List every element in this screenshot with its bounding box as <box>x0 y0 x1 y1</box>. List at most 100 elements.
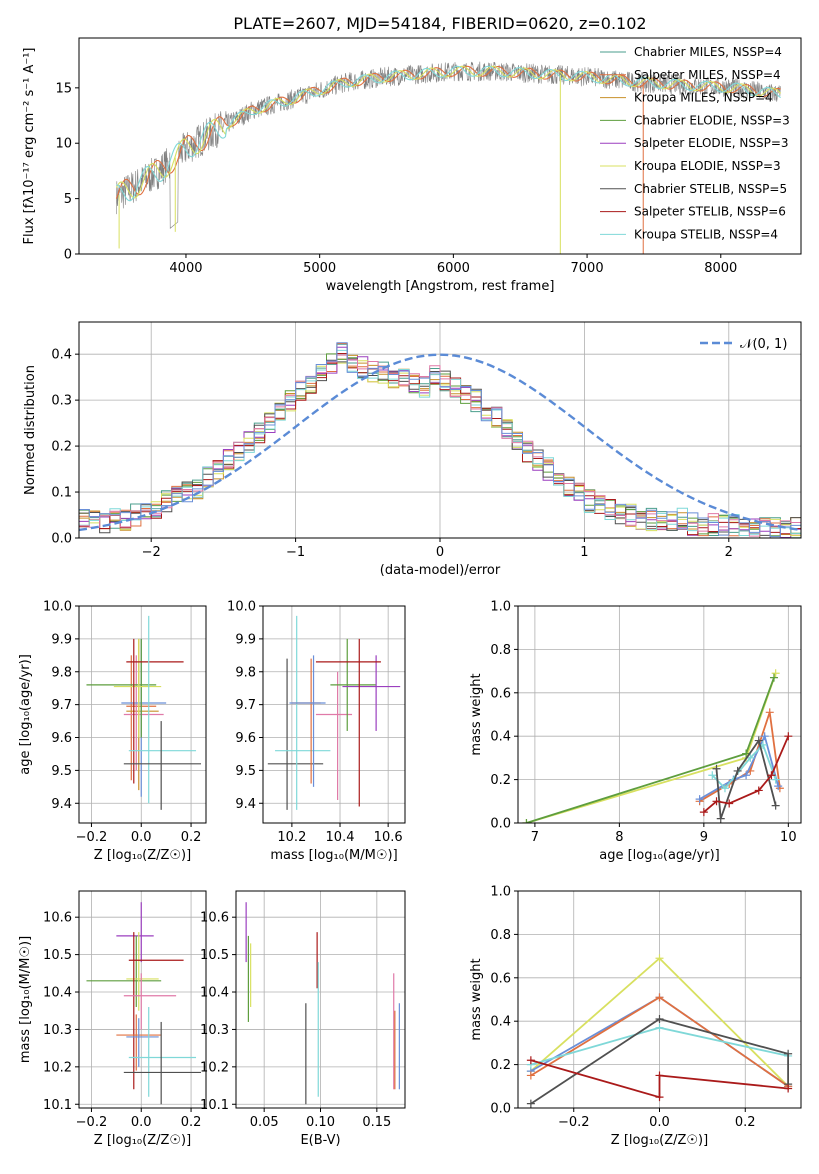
y-tick-label: 10.3 <box>43 1023 72 1038</box>
y-axis-label: mass [log₁₀(M/M☉)] <box>18 936 33 1063</box>
legend-entry: Chabrier ELODIE, NSSP=3 <box>634 113 790 127</box>
x-tick-label: 10 <box>780 830 797 845</box>
x-axis-label: Z [log₁₀(Z/Z☉)] <box>94 1133 191 1148</box>
plot-frame <box>78 37 802 255</box>
plot-frame <box>517 890 802 1109</box>
chart-mass_weight_vs_age: 7 8 9 10 0.0 0.2 0.4 0.6 0.8 1.0 age [log₁₀(age/yr… <box>469 600 802 863</box>
plot-area <box>267 615 401 810</box>
data-point-marker <box>767 771 776 780</box>
mass-weight-line <box>526 677 775 823</box>
x-tick-label: 8 <box>615 830 623 845</box>
data-point-marker <box>708 771 717 780</box>
y-tick-label: 9.4 <box>51 797 72 812</box>
data-point-marker <box>712 764 721 773</box>
x-tick-label: 2 <box>725 545 733 560</box>
x-axis-label: E(B-V) <box>300 1133 340 1148</box>
y-tick-label: 10.4 <box>43 986 72 1001</box>
y-tick-label: 9.6 <box>235 731 256 746</box>
x-tick-label: 0.0 <box>131 1115 152 1130</box>
y-tick-label: 10.2 <box>200 1060 229 1075</box>
x-axis-label: Z [log₁₀(Z/Z☉)] <box>611 1133 708 1148</box>
data-point-marker <box>526 1056 535 1065</box>
chart-age_vs_Z: −0.2 0.0 0.2 9.4 9.5 9.6 9.7 9.8 9.9 10.0 Z [log₁₀… <box>18 600 207 863</box>
y-tick-label: 0.4 <box>490 730 511 745</box>
y-tick-label: 0.1 <box>51 486 72 501</box>
mass-weight-line <box>530 1059 789 1099</box>
x-axis-label: mass [log₁₀(M/M☉)] <box>270 848 397 863</box>
y-tick-label: 0.6 <box>490 686 511 701</box>
figure-title: PLATE=2607, MJD=54184, FIBERID=0620, z=0… <box>233 14 646 33</box>
x-tick-label: 6000 <box>437 261 470 276</box>
y-tick-label: 0.8 <box>490 643 511 658</box>
data-point-marker <box>695 795 704 804</box>
plot-frame <box>78 890 207 1109</box>
y-tick-label: 10.1 <box>200 1098 229 1113</box>
y-tick-label: 0 <box>64 248 72 263</box>
x-tick-label: 10.4 <box>326 830 355 845</box>
y-tick-label: 10.0 <box>43 600 72 615</box>
x-tick-label: −2 <box>142 545 161 560</box>
data-point-marker <box>742 771 751 780</box>
legend-entry: Kroupa ELODIE, NSSP=3 <box>634 159 781 173</box>
normal-curve <box>79 353 801 532</box>
y-tick-label: 0.0 <box>51 532 72 547</box>
chart-spectrum: 4000 5000 6000 7000 8000 0 5 10 15 wavelength [An… <box>22 37 802 294</box>
x-tick-label: 4000 <box>169 261 202 276</box>
legend: 𝒩(0, 1) <box>700 337 787 352</box>
y-tick-label: 0.0 <box>490 817 511 832</box>
y-tick-label: 9.5 <box>51 764 72 779</box>
data-point-marker <box>775 784 784 793</box>
y-axis-label: age [log₁₀(age/yr)] <box>18 654 33 775</box>
x-tick-label: 10.2 <box>277 830 306 845</box>
chart-mass_vs_ebv: 0.05 0.10 0.15 10.1 10.2 10.3 10.4 10.5 10.6 E(B-… <box>200 890 406 1148</box>
data-point-marker <box>774 782 783 791</box>
data-point-marker <box>712 797 721 806</box>
plot-area <box>526 954 793 1108</box>
legend-entry: 𝒩(0, 1) <box>740 337 787 352</box>
legend-entry: Salpeter MILES, NSSP=4 <box>634 68 781 82</box>
x-axis-label: wavelength [Angstrom, rest frame] <box>326 279 555 294</box>
legend-entry: Salpeter ELODIE, NSSP=3 <box>634 136 789 150</box>
data-point-marker <box>784 1084 793 1093</box>
y-tick-label: 10.6 <box>200 911 229 926</box>
y-tick-label: 9.6 <box>51 731 72 746</box>
model-spectrum <box>116 65 781 202</box>
y-tick-label: 0.8 <box>490 928 511 943</box>
data-point-marker <box>771 801 780 810</box>
data-point-marker <box>784 732 793 741</box>
y-axis-label: mass weight <box>469 958 484 1040</box>
data-point-marker <box>771 775 780 784</box>
y-tick-label: 9.8 <box>51 665 72 680</box>
y-tick-label: 10.3 <box>200 1023 229 1038</box>
x-tick-label: 0 <box>436 545 444 560</box>
plot-area <box>79 342 801 538</box>
data-point-marker <box>655 1023 664 1032</box>
x-tick-label: 10.6 <box>374 830 403 845</box>
y-tick-label: 9.8 <box>235 665 256 680</box>
data-point-marker <box>522 819 531 823</box>
data-point-marker <box>526 1071 535 1080</box>
data-point-marker <box>725 799 734 808</box>
data-point-marker <box>655 954 664 963</box>
y-tick-label: 0.2 <box>490 1058 511 1073</box>
y-tick-label: 0.0 <box>490 1102 511 1117</box>
data-point-marker <box>754 786 763 795</box>
y-tick-label: 9.9 <box>235 632 256 647</box>
y-tick-label: 10.5 <box>200 948 229 963</box>
y-tick-label: 0.3 <box>51 394 72 409</box>
chart-mass_weight_vs_Z: −0.2 0.0 0.2 0.0 0.2 0.4 0.6 0.8 1.0 Z [log₁₀(Z/Z… <box>469 885 802 1148</box>
y-tick-label: 10.2 <box>43 1060 72 1075</box>
y-tick-label: 0.4 <box>51 348 72 363</box>
y-tick-label: 0.4 <box>490 1015 511 1030</box>
data-point-marker <box>720 784 729 793</box>
x-tick-label: 0.15 <box>362 1115 391 1130</box>
data-point-marker <box>771 669 780 678</box>
data-point-marker <box>760 732 769 741</box>
residual-histogram <box>79 342 801 538</box>
x-tick-label: 7 <box>531 830 539 845</box>
plot-area <box>522 669 793 823</box>
x-tick-label: 1 <box>580 545 588 560</box>
x-tick-label: 0.10 <box>306 1115 335 1130</box>
mass-weight-line <box>526 673 777 823</box>
